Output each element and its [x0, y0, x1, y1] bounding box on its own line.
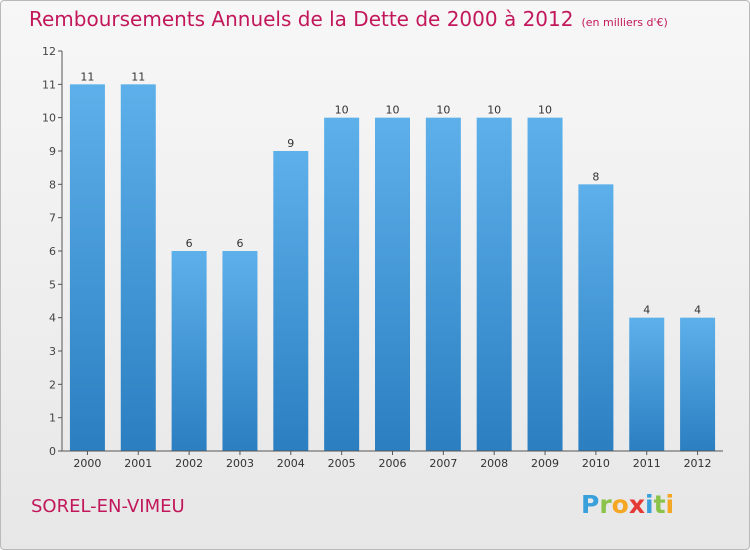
logo-letter: P — [581, 490, 600, 519]
bar-value-label: 11 — [131, 70, 145, 83]
y-tick-label: 7 — [49, 212, 56, 225]
y-tick-label: 2 — [49, 378, 56, 391]
x-tick-label: 2005 — [328, 457, 356, 470]
x-axis: 2000 2001 2002 2003 2004 2005 2006 2007 2008 2009… — [62, 450, 723, 470]
bar — [324, 117, 360, 452]
y-tick-label: 8 — [49, 178, 56, 191]
x-tick-label: 2004 — [277, 457, 305, 470]
bar — [629, 317, 665, 451]
bar — [171, 251, 207, 451]
bar-value-label: 8 — [592, 170, 599, 183]
logo-letter: i — [665, 490, 675, 519]
y-tick-label: 12 — [42, 45, 56, 58]
x-tick-label: 2001 — [124, 457, 152, 470]
bar — [120, 84, 156, 451]
x-tick-label: 2008 — [480, 457, 508, 470]
bar — [680, 317, 716, 451]
logo-letter: x — [628, 490, 645, 519]
bars-group: 11 11 6 6 9 10 10 10 10 10 8 4 4 — [69, 70, 716, 452]
y-tick-label: 1 — [49, 412, 56, 425]
y-tick-label: 10 — [42, 112, 56, 125]
bar — [69, 84, 105, 451]
bar — [375, 117, 410, 452]
bar-value-label: 6 — [236, 237, 243, 250]
bar — [425, 117, 461, 452]
city-name: SOREL-EN-VIMEU — [31, 496, 185, 517]
bar-value-label: 4 — [694, 304, 701, 317]
bar — [222, 251, 258, 451]
bar-value-label: 10 — [436, 104, 450, 117]
x-tick-label: 2003 — [226, 457, 254, 470]
bar-value-label: 11 — [80, 70, 94, 83]
bar-value-label: 9 — [287, 137, 294, 150]
y-tick-label: 9 — [49, 145, 56, 158]
logo-letter: i — [645, 490, 654, 519]
y-tick-label: 6 — [49, 245, 56, 258]
logo-letter: o — [611, 490, 629, 519]
bar — [527, 117, 563, 452]
bar — [476, 117, 512, 452]
y-tick-label: 5 — [49, 278, 56, 291]
bar — [273, 151, 309, 451]
x-tick-label: 2002 — [175, 457, 203, 470]
y-tick-label: 3 — [49, 345, 56, 358]
logo-letter: r — [599, 490, 612, 519]
x-tick-label: 2009 — [531, 457, 559, 470]
logo-letter: t — [653, 490, 666, 519]
x-tick-label: 2006 — [379, 457, 407, 470]
chart-title-text: Remboursements Annuels de la Dette de 20… — [29, 7, 574, 31]
chart-title: Remboursements Annuels de la Dette de 20… — [29, 7, 668, 31]
unit-label: (en milliers d'€) — [581, 16, 668, 29]
y-tick-label: 4 — [49, 312, 56, 325]
x-tick-label: 2007 — [429, 457, 457, 470]
bar-value-label: 10 — [487, 104, 501, 117]
bar-value-label: 6 — [186, 237, 193, 250]
bar-value-label: 10 — [538, 104, 552, 117]
x-tick-label: 2011 — [633, 457, 661, 470]
bar-value-label: 10 — [386, 104, 400, 117]
y-tick-label: 11 — [42, 78, 56, 91]
x-tick-label: 2000 — [73, 457, 101, 470]
proxiti-logo: Proxiti — [581, 490, 674, 519]
x-tick-label: 2012 — [684, 457, 712, 470]
bar-value-label: 10 — [335, 104, 349, 117]
y-tick-label: 0 — [49, 445, 56, 458]
bar — [578, 184, 614, 452]
x-tick-label: 2010 — [582, 457, 610, 470]
bar-value-label: 4 — [643, 304, 650, 317]
